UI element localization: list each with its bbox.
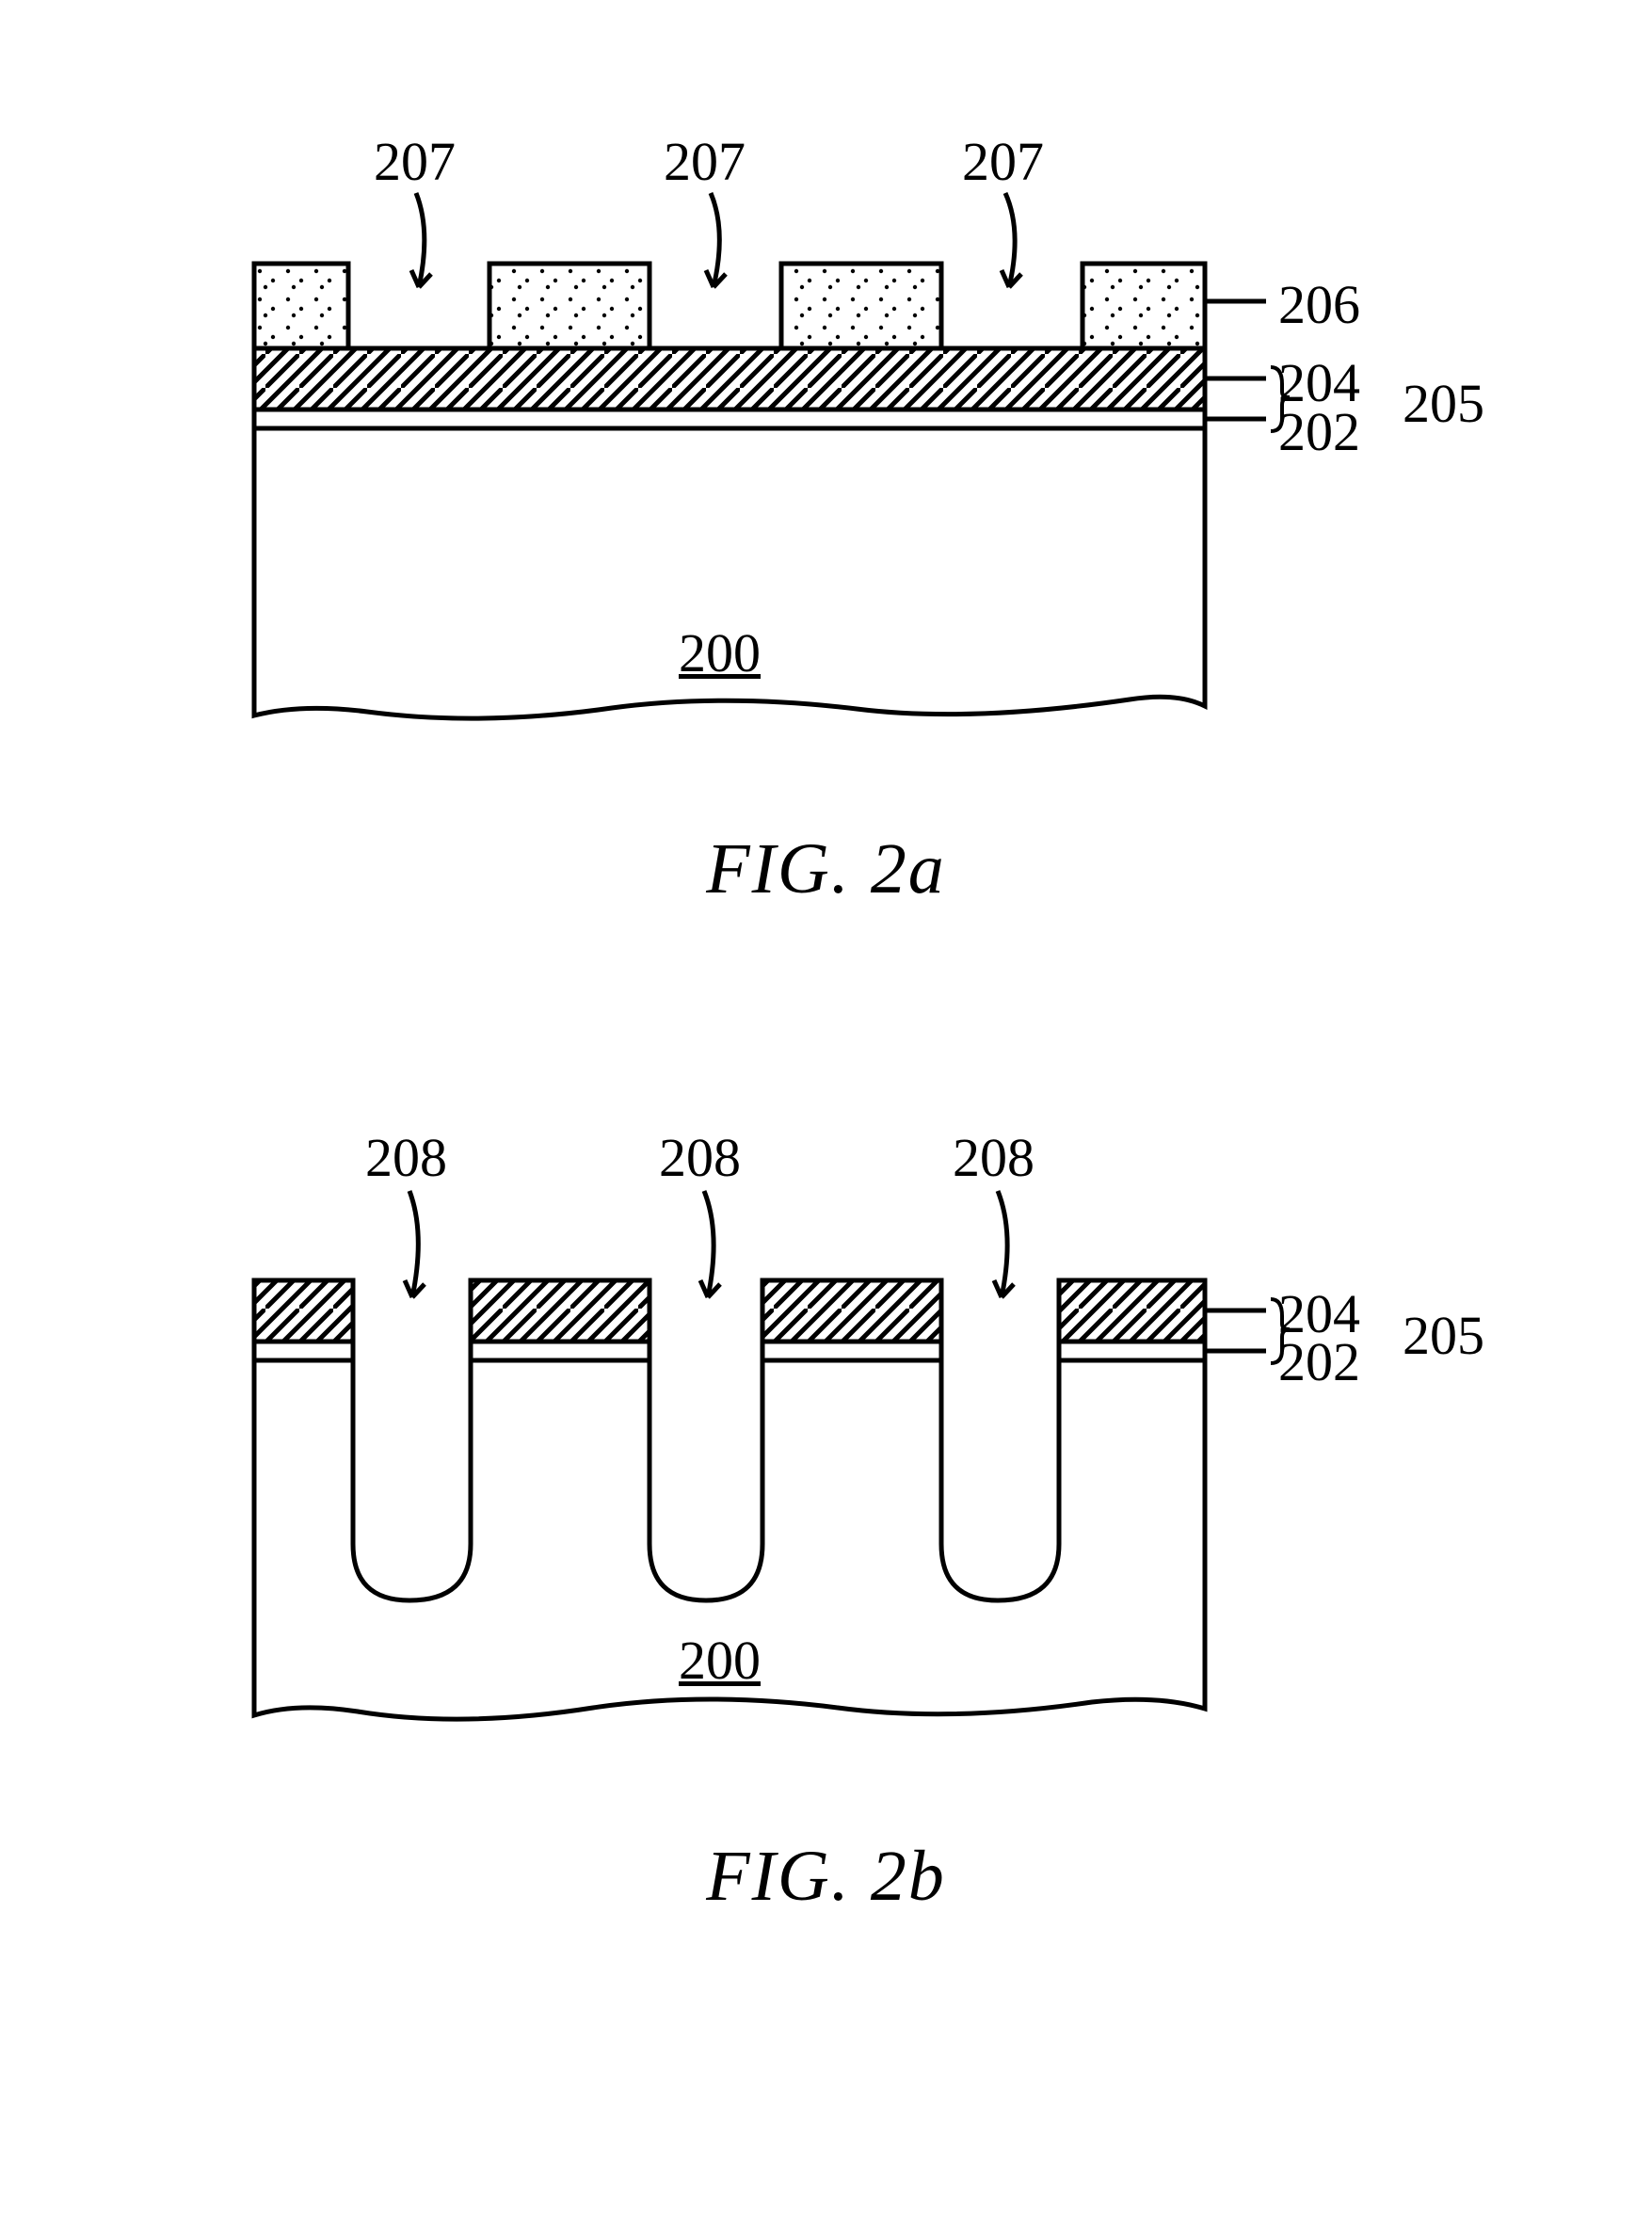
label-207-3: 207 [962,130,1044,193]
layers-204-b [254,1280,1205,1342]
page: 207 207 207 206 204 202 205 200 FIG. 2a [0,0,1652,2234]
label-208-2: 208 [659,1126,741,1189]
label-208-1: 208 [365,1126,447,1189]
label-202-a: 202 [1278,400,1360,463]
label-205-b: 205 [1403,1304,1484,1367]
layers-202-b [254,1342,1205,1360]
mask-blocks-206 [254,264,1205,348]
layer-204 [254,348,1205,410]
label-206: 206 [1278,273,1360,336]
label-208-3: 208 [953,1126,1035,1189]
label-205-a: 205 [1403,372,1484,435]
figure-2a [198,151,1327,810]
caption-fig2b: FIG. 2b [0,1836,1652,1918]
label-200-a: 200 [679,621,761,684]
layer-202 [254,410,1205,428]
figure-2b [198,1139,1327,1817]
caption-fig2a: FIG. 2a [0,828,1652,910]
label-202-b: 202 [1278,1330,1360,1393]
label-207-2: 207 [664,130,746,193]
label-207-1: 207 [374,130,456,193]
label-200-b: 200 [679,1629,761,1692]
